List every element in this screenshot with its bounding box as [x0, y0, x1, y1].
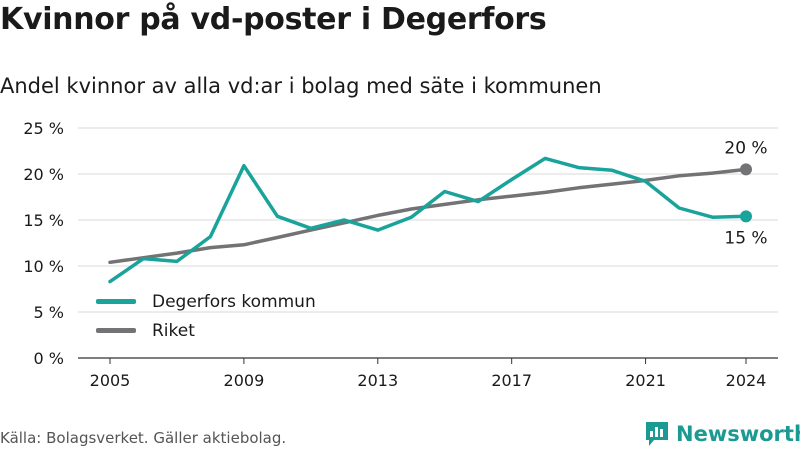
end-marker-riket — [740, 163, 752, 176]
legend-label-degerfors: Degerfors kommun — [152, 291, 316, 312]
chart-subtitle: Andel kvinnor av alla vd:ar i bolag med … — [0, 74, 602, 98]
newsworthy-logo-icon — [646, 422, 668, 446]
y-tick-label: 25 % — [23, 119, 64, 138]
end-label-degerfors: 15 % — [724, 228, 767, 248]
newsworthy-logo: Newsworthy — [644, 420, 800, 448]
legend-label-riket: Riket — [152, 320, 195, 341]
legend: Degerfors kommun Riket — [96, 287, 316, 345]
x-tick-label: 2005 — [90, 371, 131, 390]
end-markers: 15 % 20 % — [724, 138, 767, 248]
x-tick-label: 2017 — [491, 371, 532, 390]
source-note: Källa: Bolagsverket. Gäller aktiebolag. — [0, 429, 287, 447]
legend-swatch-riket — [96, 328, 136, 333]
x-tick-label: 2009 — [224, 371, 265, 390]
chart-title: Kvinnor på vd-poster i Degerfors — [0, 2, 547, 37]
y-tick-label: 10 % — [23, 257, 64, 276]
axis-labels: 0 % 5 % 10 % 15 % 20 % 25 % 2005 2009 2013 2017 20… — [23, 119, 766, 390]
legend-item-degerfors: Degerfors kommun — [96, 287, 316, 316]
y-tick-label: 5 % — [34, 303, 64, 322]
y-tick-label: 0 % — [34, 349, 64, 368]
grid-lines — [78, 127, 778, 359]
y-tick-label: 20 % — [23, 165, 64, 184]
x-tick-label: 2013 — [357, 371, 398, 390]
series-line-degerfors — [108, 156, 748, 284]
legend-item-riket: Riket — [96, 316, 316, 345]
legend-swatch-degerfors — [96, 299, 136, 304]
brand-name: Newsworthy — [676, 422, 800, 446]
series-lines — [108, 156, 748, 284]
end-marker-degerfors — [740, 210, 752, 223]
x-tick-label: 2021 — [625, 371, 666, 390]
x-tick-label: 2024 — [726, 371, 767, 390]
end-label-riket: 20 % — [724, 138, 767, 158]
y-tick-label: 15 % — [23, 211, 64, 230]
